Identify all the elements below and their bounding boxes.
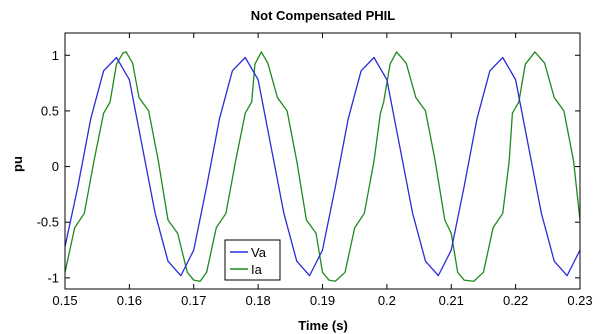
- legend: Va Ia: [224, 239, 281, 281]
- series-line-va: [65, 56, 580, 277]
- x-tick-label: 0.19: [310, 293, 335, 308]
- x-tick-label: 0.17: [181, 293, 206, 308]
- x-axis-label: Time (s): [298, 318, 348, 333]
- y-tick-label: 0: [52, 159, 59, 174]
- x-tick-label: 0.23: [567, 293, 592, 308]
- x-tick-label: 0.16: [117, 293, 142, 308]
- y-tick-label: 0.5: [41, 103, 59, 118]
- chart-title: Not Compensated PHIL: [251, 8, 396, 23]
- x-tick-label: 0.21: [439, 293, 464, 308]
- y-axis-label: pu: [10, 156, 25, 172]
- axis-ticks: 0.15 0.16 0.17 0.18 0.19 0.2 0.21 0.22 0.23 -1 -0.…: [37, 33, 593, 308]
- y-tick-label: -0.5: [37, 215, 59, 230]
- legend-box: [224, 239, 281, 281]
- x-tick-label: 0.15: [52, 293, 77, 308]
- legend-label-ia: Ia: [251, 262, 263, 277]
- x-tick-label: 0.18: [245, 293, 270, 308]
- y-tick-label: 1: [52, 48, 59, 63]
- x-tick-label: 0.22: [503, 293, 528, 308]
- series-line-ia: [65, 51, 580, 282]
- series-group: [65, 51, 580, 282]
- legend-label-va: Va: [251, 245, 267, 260]
- x-tick-label: 0.2: [378, 293, 396, 308]
- plot-frame: [64, 32, 581, 290]
- y-tick-label: -1: [47, 270, 59, 285]
